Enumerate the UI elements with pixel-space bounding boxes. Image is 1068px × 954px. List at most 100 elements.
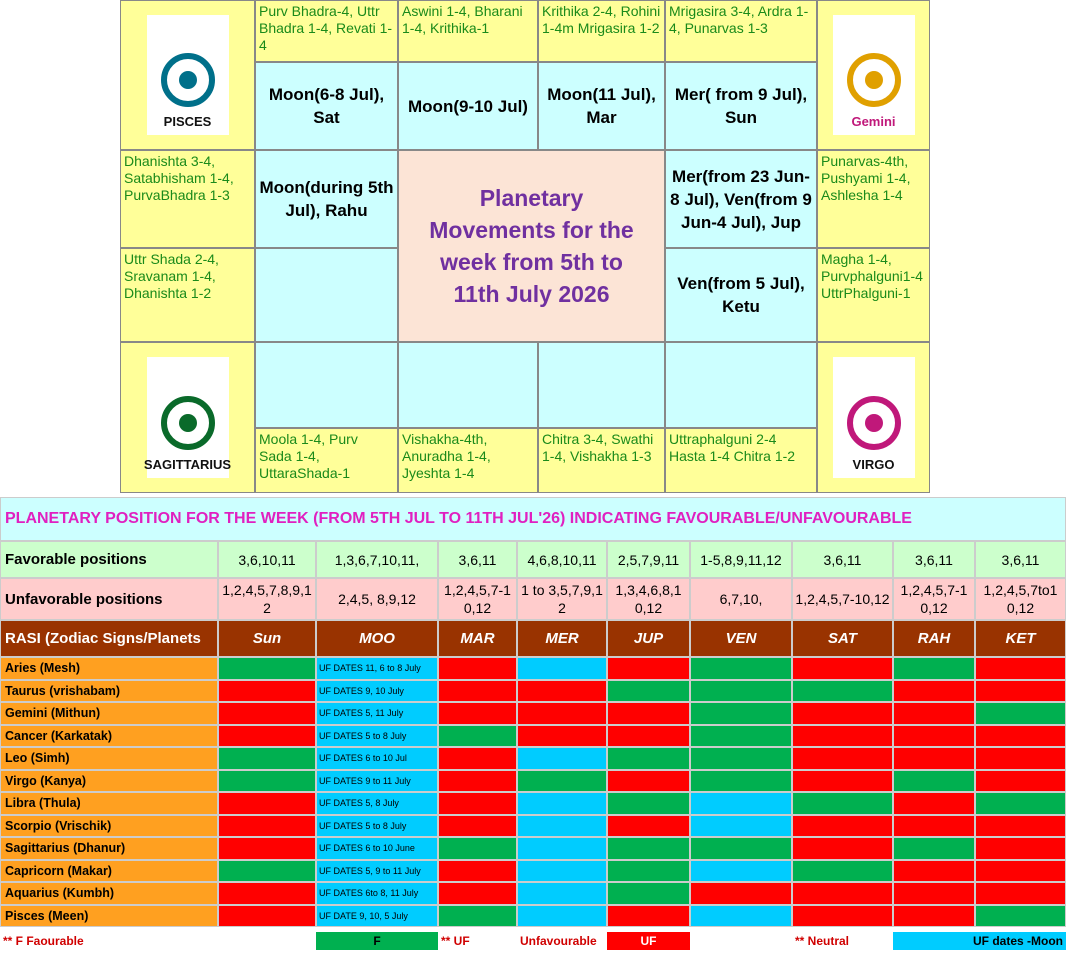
planet-cell: Moon(during 5th Jul), Rahu <box>255 150 398 248</box>
nakshatra-cell: Punarvas-4th, Pushyami 1-4, Ashlesha 1-4 <box>817 150 930 248</box>
status-cell <box>517 837 607 860</box>
position-cell-text: 1,2,4,5,7-10,12 <box>900 582 968 616</box>
sign-image: PISCES <box>146 15 229 135</box>
sign-name: Virgo (Kanya) <box>0 769 218 792</box>
legend-item: UF <box>607 932 690 950</box>
column-header-text: MER <box>545 630 579 647</box>
nakshatra-cell-text: Punarvas-4th, Pushyami 1-4, Ashlesha 1-4 <box>821 153 911 203</box>
position-cell-text: 4,6,8,10,11 <box>527 551 597 568</box>
sign-label: PISCES <box>163 114 212 129</box>
center-title-text: Planetary Movements for the week from 5t… <box>429 185 634 307</box>
status-cell <box>517 769 607 792</box>
status-cell <box>438 747 517 770</box>
status-cell <box>975 882 1066 905</box>
legend-item-text: ** F Faourable <box>3 934 84 948</box>
moon-cell: UF DATES 5 to 8 July <box>316 814 438 837</box>
sign-name: Aries (Mesh) <box>0 657 218 680</box>
empty-cell <box>255 248 398 342</box>
nakshatra-cell: Uttraphalguni 2-4 Hasta 1-4 Chitra 1-2 <box>665 428 817 493</box>
status-cell <box>893 747 975 770</box>
status-cell <box>607 679 690 702</box>
status-cell <box>893 882 975 905</box>
status-cell <box>690 837 792 860</box>
sign-label: Gemini <box>851 114 896 129</box>
nakshatra-cell-text: Uttraphalguni 2-4 Hasta 1-4 Chitra 1-2 <box>669 431 796 464</box>
moon-cell-text: UF DATES 9 to 11 July <box>319 775 411 786</box>
moon-cell: UF DATES 5 to 8 July <box>316 724 438 747</box>
sign-icon <box>846 396 901 450</box>
column-header: SAT <box>792 620 893 657</box>
column-header-text: JUP <box>633 630 664 647</box>
position-cell: 1,2,4,5,7-10,12 <box>893 578 975 620</box>
status-cell <box>792 657 893 680</box>
position-cell-text: 1,2,4,5,7-10,12 <box>444 582 511 616</box>
status-cell <box>218 814 316 837</box>
status-cell <box>975 679 1066 702</box>
empty-cell <box>398 342 538 428</box>
status-cell <box>893 657 975 680</box>
moon-cell: UF DATES 6 to 10 June <box>316 837 438 860</box>
sign-icon <box>160 53 215 107</box>
sign-cell: Gemini <box>817 0 930 150</box>
status-cell <box>438 724 517 747</box>
planet-cell: Moon(11 Jul), Mar <box>538 62 665 150</box>
status-cell <box>517 792 607 815</box>
position-cell-text: 1,3,4,6,8,10,12 <box>615 582 682 616</box>
nakshatra-cell-text: Uttr Shada 2-4, Sravanam 1-4, Dhanishta … <box>124 251 219 301</box>
planet-cell-text: Moon(11 Jul), Mar <box>547 85 656 127</box>
sign-name-text: Virgo (Kanya) <box>5 773 87 788</box>
status-cell <box>517 904 607 927</box>
status-cell <box>893 904 975 927</box>
moon-cell: UF DATES 11, 6 to 8 July <box>316 657 438 680</box>
status-cell <box>975 702 1066 725</box>
status-cell <box>607 724 690 747</box>
empty-cell <box>665 342 817 428</box>
moon-cell-text: UF DATES 6 to 10 June <box>319 843 415 854</box>
status-cell <box>607 814 690 837</box>
status-cell <box>792 724 893 747</box>
status-cell <box>690 904 792 927</box>
position-cell-text: 1,2,4,5,7,8,9,12 <box>222 582 312 616</box>
sign-name-text: Pisces (Meen) <box>5 908 89 923</box>
status-cell <box>792 747 893 770</box>
nakshatra-cell: Mrigasira 3-4, Ardra 1-4, Punarvas 1-3 <box>665 0 817 62</box>
sign-name-text: Capricorn (Makar) <box>5 863 112 878</box>
column-header: KET <box>975 620 1066 657</box>
moon-cell: UF DATES 5, 9 to 11 July <box>316 859 438 882</box>
status-cell <box>975 769 1066 792</box>
status-cell <box>607 837 690 860</box>
position-cell-text: 1,3,6,7,10,11, <box>334 551 420 568</box>
empty-cell <box>255 342 398 428</box>
planet-cell: Mer(from 23 Jun-8 Jul), Ven(from 9 Jun-4… <box>665 150 817 248</box>
status-cell <box>792 882 893 905</box>
column-header: Sun <box>218 620 316 657</box>
status-cell <box>893 724 975 747</box>
status-cell <box>517 747 607 770</box>
position-cell-text: 1,2,4,5,7to10,12 <box>983 582 1058 616</box>
status-cell <box>218 679 316 702</box>
status-cell <box>975 837 1066 860</box>
empty-cell <box>538 342 665 428</box>
moon-cell-text: UF DATES 6 to 10 Jul <box>319 753 407 764</box>
status-cell <box>607 747 690 770</box>
sign-cell: PISCES <box>120 0 255 150</box>
status-cell <box>438 657 517 680</box>
status-cell <box>607 769 690 792</box>
legend-item-text: ** Neutral <box>795 934 850 948</box>
sign-name: Gemini (Mithun) <box>0 702 218 725</box>
status-cell <box>792 769 893 792</box>
status-cell <box>517 882 607 905</box>
status-cell <box>792 904 893 927</box>
column-header: MAR <box>438 620 517 657</box>
nakshatra-cell: Vishakha-4th, Anuradha 1-4, Jyeshta 1-4 <box>398 428 538 493</box>
status-cell <box>792 702 893 725</box>
position-cell-text: 3,6,10,11 <box>238 551 296 568</box>
status-cell <box>517 814 607 837</box>
status-cell <box>893 837 975 860</box>
status-cell <box>690 724 792 747</box>
column-header: RAH <box>893 620 975 657</box>
nakshatra-cell: Chitra 3-4, Swathi 1-4, Vishakha 1-3 <box>538 428 665 493</box>
status-cell <box>690 702 792 725</box>
status-cell <box>893 679 975 702</box>
status-cell <box>975 724 1066 747</box>
